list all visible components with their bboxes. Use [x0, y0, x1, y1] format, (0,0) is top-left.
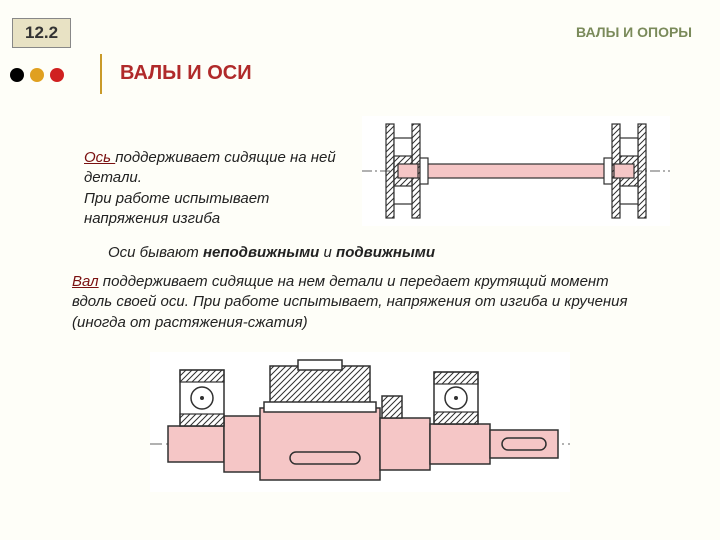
indicator-dots [10, 68, 64, 82]
figure-shaft [150, 352, 570, 492]
page-number-badge: 12.2 [12, 18, 71, 48]
accent-divider [100, 54, 102, 94]
paragraph-types: Оси бывают неподвижными и подвижными [108, 244, 435, 261]
text-axle: поддерживает сидящие на ней детали. При … [84, 149, 336, 227]
paragraph-shaft: Вал поддерживает сидящие на нем детали и… [72, 272, 652, 333]
dot-orange [30, 68, 44, 82]
text-types-d: подвижными [336, 244, 435, 261]
text-types-b: неподвижными [203, 244, 319, 261]
figure-axle [362, 116, 670, 226]
text-types-c: и [319, 244, 336, 261]
page-title: ВАЛЫ И ОСИ [120, 62, 252, 85]
section-header: ВАЛЫ И ОПОРЫ [576, 24, 692, 40]
lead-axle: Ось [84, 149, 115, 166]
text-types-a: Оси бывают [108, 244, 203, 261]
lead-shaft: Вал [72, 273, 99, 290]
dot-black [10, 68, 24, 82]
text-shaft: поддерживает сидящие на нем детали и пер… [72, 273, 628, 331]
dot-red [50, 68, 64, 82]
paragraph-axle: Ось поддерживает сидящие на ней детали. … [84, 148, 344, 229]
